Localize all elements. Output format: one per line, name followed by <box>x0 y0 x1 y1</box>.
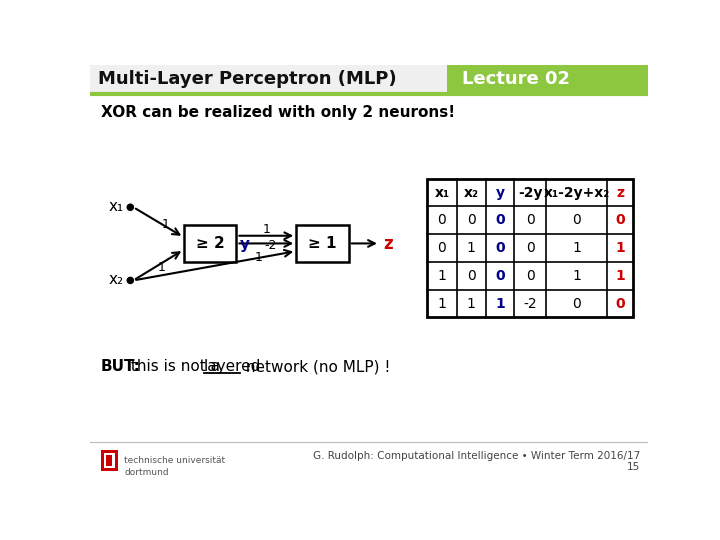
Bar <box>427 179 634 318</box>
Text: 1: 1 <box>158 261 165 274</box>
Text: 0: 0 <box>438 241 446 255</box>
Text: x₁: x₁ <box>109 199 124 214</box>
Circle shape <box>127 278 133 284</box>
Text: 1: 1 <box>572 269 581 283</box>
Text: technische universität
dortmund: technische universität dortmund <box>124 456 225 477</box>
Text: XOR can be realized with only 2 neurons!: XOR can be realized with only 2 neurons! <box>101 105 455 120</box>
Text: 0: 0 <box>616 296 625 310</box>
Text: y: y <box>495 186 505 200</box>
Text: network (no MLP) !: network (no MLP) ! <box>241 359 390 374</box>
Text: 0: 0 <box>495 241 505 255</box>
Text: 0: 0 <box>495 269 505 283</box>
Text: z: z <box>616 186 624 200</box>
Text: 0: 0 <box>526 241 534 255</box>
Text: -2: -2 <box>264 239 276 252</box>
Text: 1: 1 <box>572 241 581 255</box>
Text: 1: 1 <box>615 269 625 283</box>
Text: BUT:: BUT: <box>101 359 140 374</box>
Text: x₁: x₁ <box>434 186 449 200</box>
Text: 1: 1 <box>495 296 505 310</box>
Text: Lecture 02: Lecture 02 <box>462 70 570 89</box>
Bar <box>184 225 236 262</box>
Text: 0: 0 <box>526 213 534 227</box>
Text: 1: 1 <box>615 241 625 255</box>
Text: 1: 1 <box>438 296 446 310</box>
Text: 1: 1 <box>161 219 169 232</box>
Text: 0: 0 <box>438 213 446 227</box>
Bar <box>101 450 118 471</box>
Text: 1: 1 <box>255 251 263 264</box>
Text: x₂: x₂ <box>464 186 479 200</box>
Text: G. Rudolph: Computational Intelligence • Winter Term 2016/17: G. Rudolph: Computational Intelligence •… <box>313 451 640 461</box>
Text: 1: 1 <box>438 269 446 283</box>
Text: Multi-Layer Perceptron (MLP): Multi-Layer Perceptron (MLP) <box>98 70 397 89</box>
Text: -2y: -2y <box>518 186 542 200</box>
Text: x₂: x₂ <box>109 272 124 287</box>
Text: 0: 0 <box>572 296 581 310</box>
Text: 1: 1 <box>262 223 270 236</box>
Bar <box>107 455 112 466</box>
Circle shape <box>127 204 133 210</box>
Text: 0: 0 <box>526 269 534 283</box>
Text: ≥ 2: ≥ 2 <box>196 236 225 251</box>
Text: 0: 0 <box>467 269 476 283</box>
Text: 1: 1 <box>467 241 476 255</box>
Bar <box>296 225 349 262</box>
Text: 0: 0 <box>572 213 581 227</box>
Text: 15: 15 <box>627 462 640 472</box>
Text: 0: 0 <box>616 213 625 227</box>
Text: ≥ 1: ≥ 1 <box>308 236 337 251</box>
Text: x₁-2y+x₂: x₁-2y+x₂ <box>544 186 610 200</box>
Text: 0: 0 <box>495 213 505 227</box>
Text: y: y <box>240 237 250 252</box>
Text: 1: 1 <box>467 296 476 310</box>
Bar <box>104 453 114 468</box>
Text: -2: -2 <box>523 296 537 310</box>
Bar <box>90 65 446 94</box>
Text: layered: layered <box>204 359 261 374</box>
Bar <box>446 65 648 94</box>
Text: this is not a: this is not a <box>127 359 225 374</box>
Text: z: z <box>384 235 393 253</box>
Text: 0: 0 <box>467 213 476 227</box>
